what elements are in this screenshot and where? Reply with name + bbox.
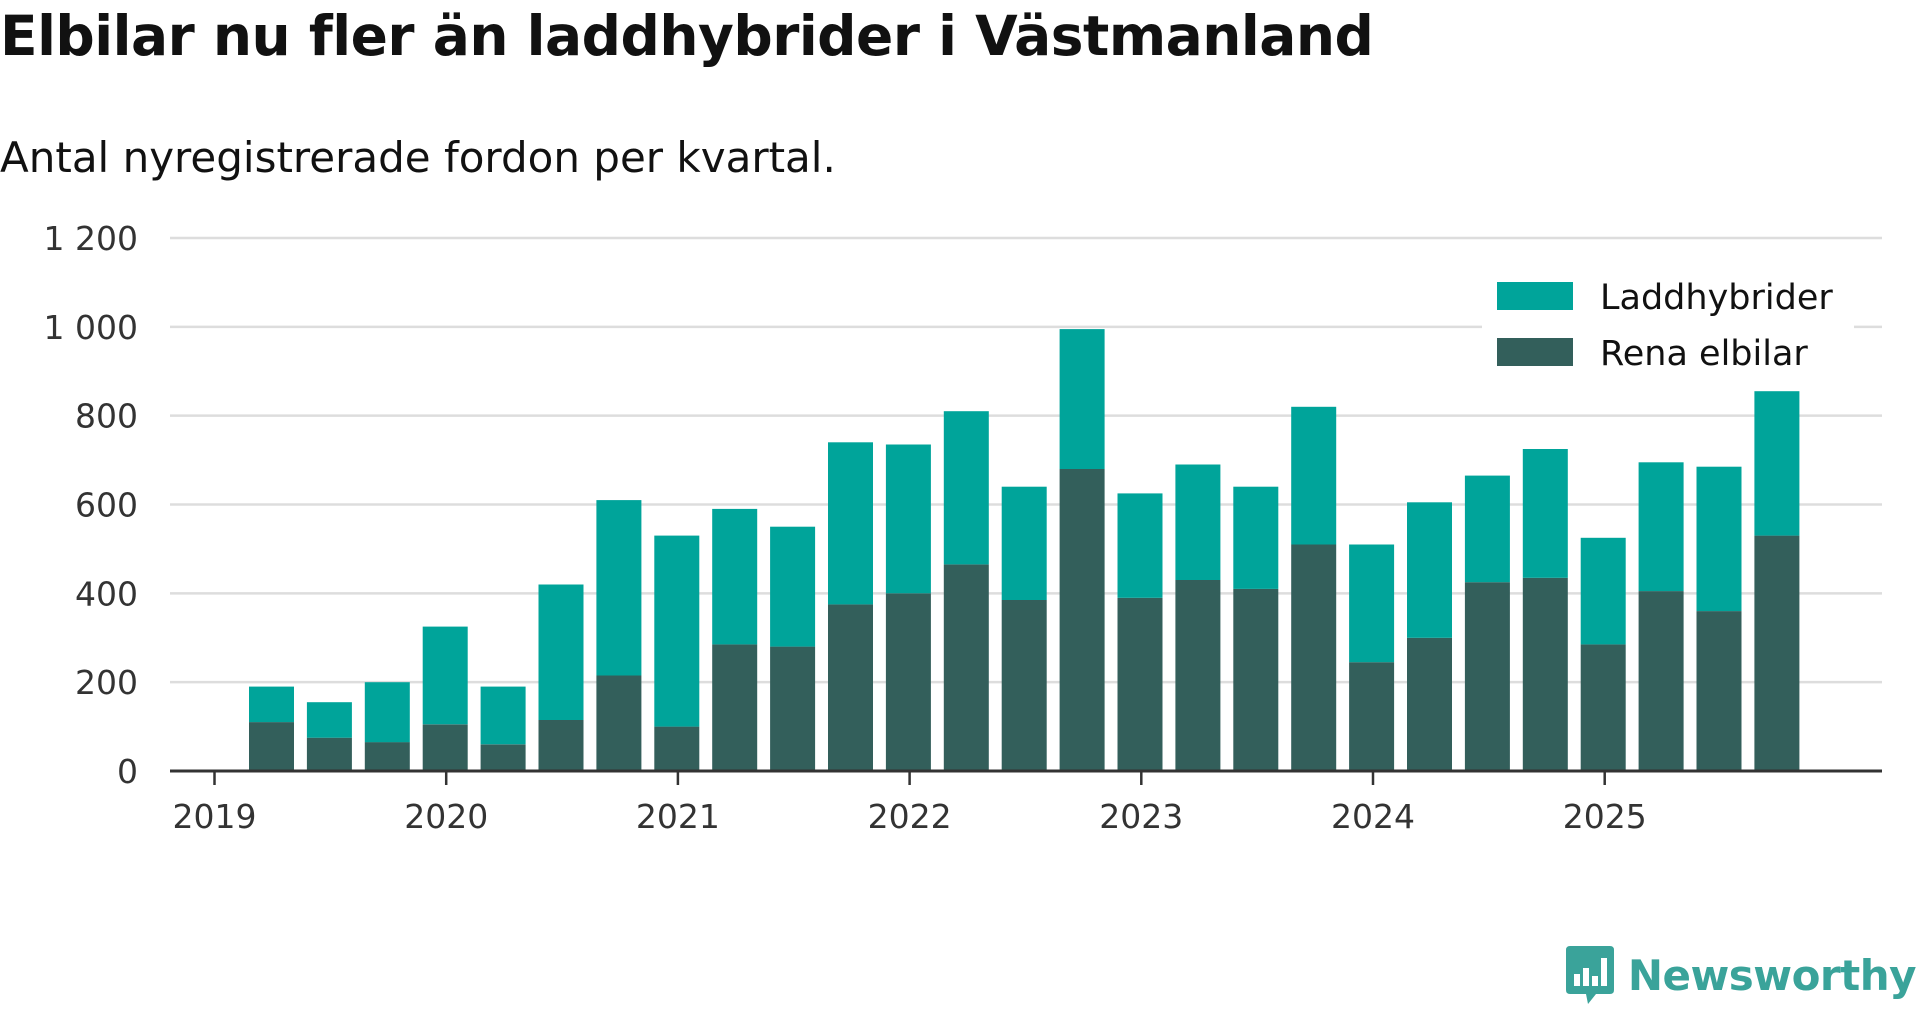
bar-segment-rena-elbilar: 2025 Q1: Rena elbilar 285 — [1580, 644, 1626, 771]
legend-label: Rena elbilar — [1600, 334, 1808, 374]
bar-segment-laddhybrider: 2022 Q2: Laddhybrider 345 — [943, 411, 989, 565]
chart-title: Elbilar nu fler än laddhybrider i Västma… — [0, 4, 1374, 68]
bar-segment-laddhybrider: 2021 Q3: Laddhybrider 270 — [770, 526, 816, 647]
bar-segment-laddhybrider: 2019 Q2: Laddhybrider 80 — [249, 686, 294, 723]
y-tick-label: 0 — [117, 752, 138, 791]
bar-segment-laddhybrider: 2020 Q2: Laddhybrider 130 — [480, 686, 526, 745]
y-tick-label: 1 000 — [44, 308, 138, 347]
newsworthy-logo-icon — [1565, 946, 1614, 1004]
x-axis-ticks: 2019 2020 2021 2022 2023 2024 2025 — [173, 771, 1647, 836]
bar-segment-laddhybrider: 2025 Q1: Laddhybrider 240 — [1580, 537, 1626, 645]
bar-segment-rena-elbilar: 2021 Q4: Rena elbilar 375 — [828, 604, 873, 771]
bar-segment-rena-elbilar: 2021 Q2: Rena elbilar 285 — [712, 644, 758, 771]
bar-segment-rena-elbilar: 2019 Q3: Rena elbilar 75 — [306, 737, 352, 771]
bar-segment-laddhybrider: 2023 Q4: Laddhybrider 310 — [1291, 406, 1337, 545]
bar-segment-laddhybrider: 2022 Q4: Laddhybrider 315 — [1059, 329, 1105, 469]
bar-segment-laddhybrider: 2023 Q2: Laddhybrider 260 — [1175, 464, 1221, 580]
bar-segment-laddhybrider: 2024 Q1: Laddhybrider 265 — [1349, 544, 1395, 663]
bar-segment-rena-elbilar: 2020 Q2: Rena elbilar 60 — [480, 744, 526, 771]
bar-segment-rena-elbilar: 2024 Q1: Rena elbilar 245 — [1349, 662, 1395, 771]
x-tick-label: 2022 — [868, 797, 952, 836]
x-tick-label: 2024 — [1331, 797, 1415, 836]
bar-segment-laddhybrider: 2020 Q3: Laddhybrider 305 — [538, 584, 584, 720]
legend-swatch — [1497, 338, 1573, 366]
x-tick-label: 2020 — [404, 797, 488, 836]
bar-segment-laddhybrider: 2023 Q3: Laddhybrider 230 — [1233, 486, 1279, 589]
bar-segment-rena-elbilar: 2022 Q3: Rena elbilar 385 — [1001, 600, 1047, 771]
bar-segment-laddhybrider: 2023 Q1: Laddhybrider 235 — [1117, 493, 1163, 598]
bar-segment-laddhybrider: 2025 Q2: Laddhybrider 290 — [1638, 462, 1684, 592]
brand-name: Newsworthy — [1627, 950, 1917, 1000]
bar-segment-rena-elbilar: 2023 Q2: Rena elbilar 430 — [1175, 580, 1221, 771]
bars: 2019 Q2: Rena elbilar 1102019 Q2: Laddhy… — [249, 329, 1800, 772]
bar-segment-laddhybrider: 2025 Q3: Laddhybrider 325 — [1696, 466, 1742, 612]
y-tick-label: 400 — [75, 574, 138, 613]
bar-segment-rena-elbilar: 2024 Q2: Rena elbilar 300 — [1407, 637, 1452, 772]
bar-segment-rena-elbilar: 2022 Q4: Rena elbilar 680 — [1059, 469, 1105, 771]
bar-segment-laddhybrider: 2021 Q4: Laddhybrider 365 — [828, 442, 873, 605]
bar-segment-laddhybrider: 2021 Q1: Laddhybrider 430 — [654, 535, 700, 727]
y-axis-labels: 0 200 400 600 800 1 000 1 200 — [44, 219, 138, 791]
bar-segment-rena-elbilar: 2020 Q4: Rena elbilar 215 — [596, 675, 642, 771]
bar-segment-rena-elbilar: 2025 Q2: Rena elbilar 405 — [1638, 591, 1684, 771]
bar-segment-rena-elbilar: 2023 Q3: Rena elbilar 410 — [1233, 588, 1279, 771]
bar-segment-rena-elbilar: 2019 Q4: Rena elbilar 65 — [364, 742, 410, 771]
legend: Laddhybrider Rena elbilar — [1482, 268, 1854, 380]
bar-segment-laddhybrider: 2022 Q1: Laddhybrider 335 — [885, 444, 931, 594]
bar-segment-rena-elbilar: 2025 Q4: Rena elbilar 530 — [1754, 535, 1800, 771]
bar-segment-laddhybrider: 2021 Q2: Laddhybrider 305 — [712, 508, 758, 645]
x-tick-label: 2025 — [1563, 797, 1647, 836]
y-tick-label: 1 200 — [44, 219, 138, 258]
brand: Newsworthy — [1565, 946, 1917, 1004]
bar-segment-laddhybrider: 2019 Q3: Laddhybrider 80 — [306, 702, 352, 738]
bar-segment-rena-elbilar: 2025 Q3: Rena elbilar 360 — [1696, 611, 1742, 771]
bar-segment-rena-elbilar: 2021 Q1: Rena elbilar 100 — [654, 726, 700, 771]
bar-segment-rena-elbilar: 2020 Q1: Rena elbilar 105 — [422, 724, 468, 771]
chart-subtitle: Antal nyregistrerade fordon per kvartal. — [0, 133, 836, 182]
bar-segment-rena-elbilar: 2024 Q4: Rena elbilar 435 — [1522, 577, 1568, 771]
legend-label: Laddhybrider — [1600, 278, 1833, 318]
y-tick-label: 600 — [75, 486, 138, 525]
bar-segment-rena-elbilar: 2022 Q1: Rena elbilar 400 — [885, 593, 931, 771]
bar-segment-laddhybrider: 2020 Q1: Laddhybrider 220 — [422, 626, 468, 725]
bar-segment-laddhybrider: 2020 Q4: Laddhybrider 395 — [596, 500, 642, 676]
y-tick-label: 200 — [75, 663, 138, 702]
bar-segment-laddhybrider: 2024 Q2: Laddhybrider 305 — [1407, 502, 1452, 638]
bar-segment-rena-elbilar: 2023 Q1: Rena elbilar 390 — [1117, 597, 1163, 771]
bar-segment-rena-elbilar: 2019 Q2: Rena elbilar 110 — [249, 722, 294, 771]
bar-segment-laddhybrider: 2025 Q4: Laddhybrider 325 — [1754, 391, 1800, 536]
x-tick-label: 2019 — [173, 797, 257, 836]
bar-segment-laddhybrider: 2022 Q3: Laddhybrider 255 — [1001, 486, 1047, 600]
x-tick-label: 2021 — [636, 797, 720, 836]
bar-segment-rena-elbilar: 2021 Q3: Rena elbilar 280 — [770, 646, 816, 771]
bar-segment-laddhybrider: 2019 Q4: Laddhybrider 135 — [364, 682, 410, 743]
bar-segment-rena-elbilar: 2022 Q2: Rena elbilar 465 — [943, 564, 989, 771]
bar-segment-laddhybrider: 2024 Q4: Laddhybrider 290 — [1522, 449, 1568, 578]
legend-swatch — [1497, 282, 1573, 310]
y-tick-label: 800 — [75, 397, 138, 436]
bar-segment-rena-elbilar: 2023 Q4: Rena elbilar 510 — [1291, 544, 1337, 771]
x-tick-label: 2023 — [1099, 797, 1183, 836]
bar-segment-laddhybrider: 2024 Q3: Laddhybrider 240 — [1464, 475, 1510, 583]
bar-segment-rena-elbilar: 2020 Q3: Rena elbilar 115 — [538, 719, 584, 771]
bar-segment-rena-elbilar: 2024 Q3: Rena elbilar 425 — [1464, 582, 1510, 771]
